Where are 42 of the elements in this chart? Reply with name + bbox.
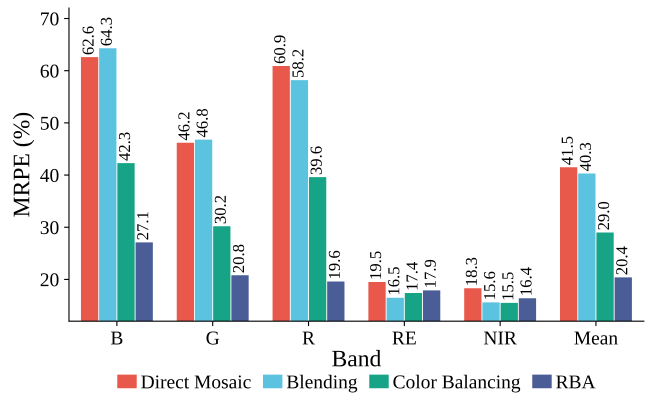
y-tick-label: 30 (40, 221, 59, 234)
y-tick-label: 40 (40, 168, 59, 182)
legend-label: Color Balancing (393, 374, 520, 392)
text: 19.6 (328, 250, 340, 278)
y-axis-title: MRPE (%) (12, 112, 34, 217)
text: 18.3 (466, 258, 478, 285)
text: 40.3 (580, 142, 592, 172)
text: 17.9 (424, 260, 436, 287)
legend-label: Direct Mosaic (141, 375, 251, 388)
legend-label: Blending (286, 374, 358, 392)
text: 16.4 (520, 267, 532, 295)
text: 46.2 (178, 112, 190, 140)
text: 29.0 (598, 202, 610, 230)
x-tick-label: NIR (484, 332, 517, 344)
text: 42.3 (118, 132, 130, 161)
y-tick-label: 20 (40, 273, 59, 286)
x-axis-title: Band (332, 350, 382, 367)
text: 27.1 (137, 212, 148, 240)
text: 17.4 (406, 262, 418, 290)
text: 15.5 (502, 272, 514, 300)
x-tick-label: R (302, 332, 315, 344)
legend-label: RBA (556, 375, 596, 388)
y-tick-label: 50 (40, 116, 59, 130)
text: 20.8 (232, 244, 244, 272)
text: 20.4 (616, 246, 628, 275)
text: 19.5 (370, 251, 382, 278)
text: 46.8 (196, 108, 208, 138)
x-tick-label: G (206, 332, 220, 345)
text: 30.2 (214, 196, 226, 224)
y-tick-label: 70 (41, 12, 59, 26)
text: 41.5 (562, 136, 573, 165)
x-tick-label: Mean (574, 332, 618, 345)
text: 62.6 (82, 26, 94, 54)
text: 58.2 (292, 50, 304, 78)
text: 15.6 (484, 272, 496, 299)
y-tick-label: 60 (40, 64, 59, 78)
text: 64.3 (100, 18, 112, 46)
x-tick-label: B (110, 332, 122, 344)
text: 60.9 (274, 35, 286, 64)
text: 39.6 (310, 146, 322, 174)
x-tick-label: RE (392, 332, 416, 344)
text: 16.5 (388, 267, 400, 294)
